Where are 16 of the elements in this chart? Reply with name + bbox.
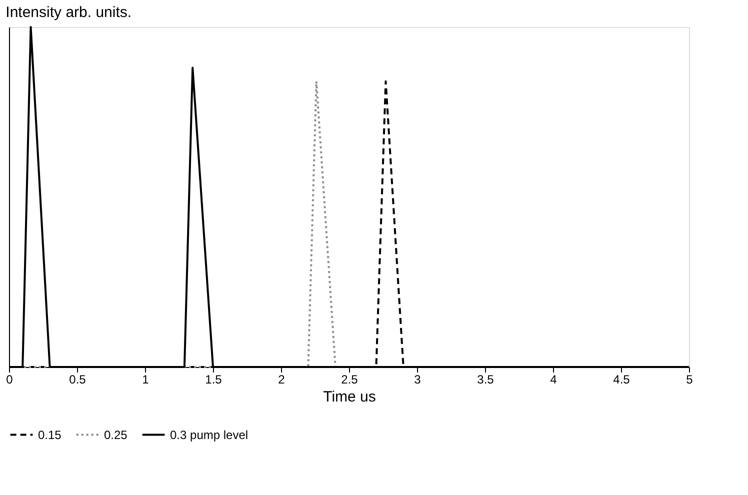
x-tick-label: 5 — [686, 372, 694, 386]
x-tick-label: 3 — [414, 372, 422, 386]
x-tick-label: 3.5 — [477, 372, 494, 386]
chart-title: Intensity arb. units. — [6, 4, 132, 21]
x-tick-label: 1 — [142, 372, 150, 386]
legend-label: 0.25 — [104, 428, 128, 442]
x-tick-label: 4 — [550, 372, 558, 386]
x-tick-label: 0 — [6, 372, 14, 386]
x-tick-label: 2.5 — [341, 372, 358, 386]
x-tick-label: 0.5 — [69, 372, 86, 386]
x-tick-label: 2 — [278, 372, 286, 386]
x-tick-label: 1.5 — [205, 372, 222, 386]
legend-label: 0.3 pump level — [170, 428, 248, 442]
legend-label: 0.15 — [38, 428, 62, 442]
x-axis-title: Time us — [323, 388, 376, 406]
x-tick-label: 4.5 — [613, 372, 630, 386]
